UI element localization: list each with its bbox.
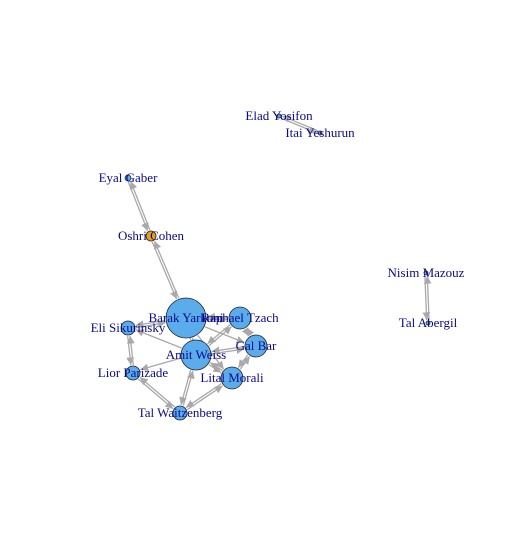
node-label-amit: Amit Weiss	[166, 347, 226, 362]
node-label-itai: Itai Yeshurun	[285, 125, 355, 140]
node-label-eli: Eli Sikurinsky	[91, 320, 166, 335]
node-label-tal_w: Tal Waitzenberg	[138, 405, 223, 420]
node-label-tal_a: Tal Abergil	[399, 315, 458, 330]
node-label-lior: Lior Parizade	[98, 365, 169, 380]
edge-tal_w-to-lior	[140, 377, 175, 407]
node-label-lital: Lital Morali	[200, 370, 264, 385]
edge-oshri-to-eyal	[131, 181, 150, 230]
edge-lital-to-tal_w	[186, 384, 221, 408]
edges-layer	[128, 116, 429, 409]
node-label-eyal: Eyal Gaber	[99, 170, 159, 185]
edge-oshri-to-barak	[152, 242, 176, 299]
edge-tal_w-to-amit	[183, 371, 193, 406]
node-label-oshri: Oshri Cohen	[118, 228, 185, 243]
edge-nisim-to-tal_a	[425, 276, 427, 320]
edge-raphael-to-amit	[207, 325, 230, 344]
edge-amit-to-tal_w	[181, 370, 191, 405]
node-label-nisim: Nisim Mazouz	[388, 265, 465, 280]
edge-tal_a-to-nisim	[427, 276, 429, 320]
node-label-elad: Elad Yosifon	[245, 108, 313, 123]
edge-eyal-to-oshri	[128, 182, 147, 231]
node-label-raphael: Raphael Tzach	[201, 310, 279, 325]
edge-barak-to-oshri	[154, 241, 178, 298]
node-label-gal: Gal Bar	[236, 338, 277, 353]
